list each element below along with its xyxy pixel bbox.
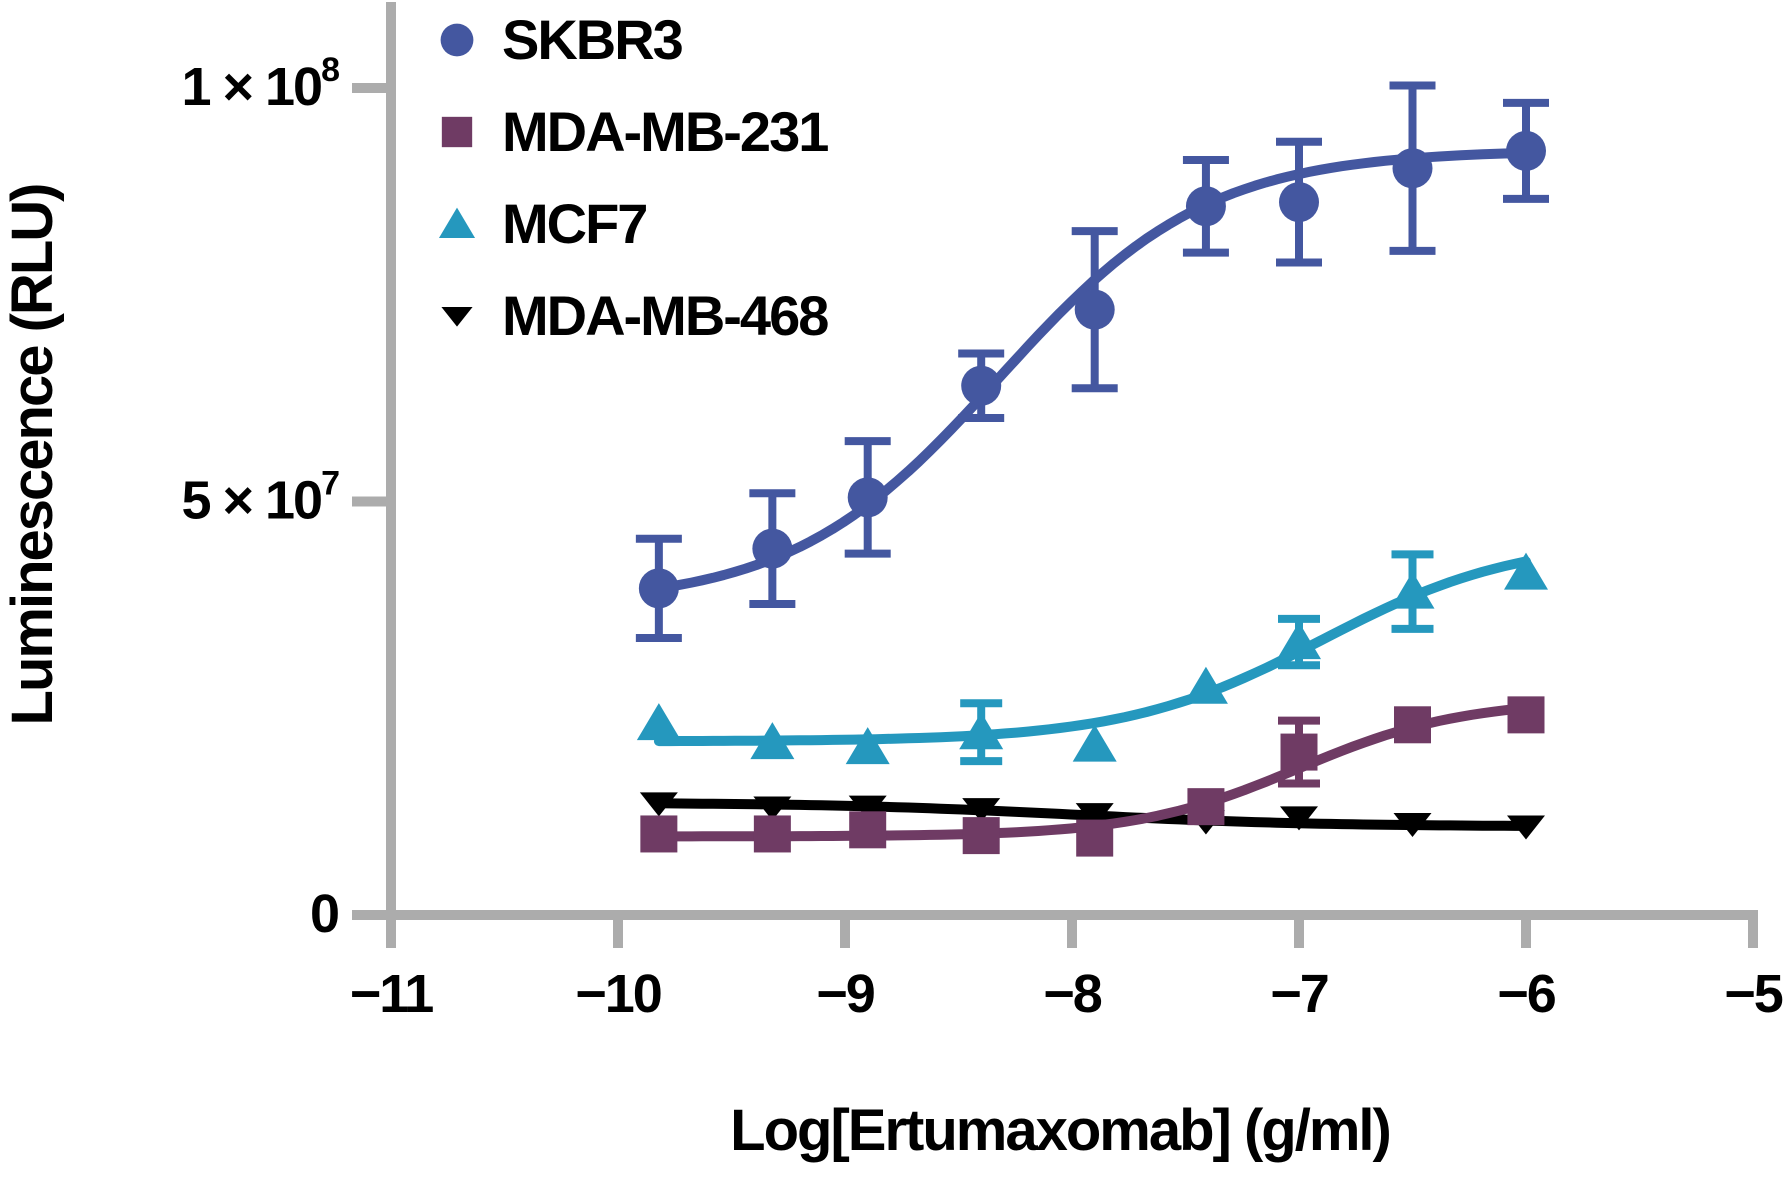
- legend: SKBR3 MDA-MB-231 MCF7 MDA-MB-468: [438, 8, 830, 347]
- data-point-triangle-up: [845, 727, 890, 765]
- data-point-square: [962, 817, 1000, 855]
- data-point-circle: [1185, 186, 1226, 227]
- x-tick-label: −11: [350, 964, 434, 1024]
- data-point-triangle-up: [1183, 666, 1228, 704]
- data-point-triangle-up: [438, 207, 476, 238]
- x-tick-labels: −11 −10 −9 −8 −7 −6 −5: [350, 964, 1785, 1024]
- data-point-square: [1507, 696, 1545, 734]
- data-point-triangle-down: [1393, 813, 1432, 838]
- data-point-circle: [752, 528, 793, 569]
- y-tick-label: 5 × 107: [181, 465, 339, 531]
- series-MCF7: [636, 550, 1548, 766]
- data-point-triangle-up: [1277, 622, 1321, 660]
- legend-label: MDA-MB-468: [502, 284, 828, 347]
- data-point-triangle-down: [848, 795, 887, 820]
- x-tick-label: −9: [816, 964, 875, 1024]
- legend-item-MCF7: MCF7: [438, 192, 648, 255]
- data-point-square: [640, 815, 678, 853]
- data-point-triangle-up: [750, 722, 795, 760]
- legend-item-MDA-MB-231: MDA-MB-231: [441, 100, 830, 163]
- data-point-circle: [638, 568, 679, 609]
- data-point-triangle-up: [636, 703, 681, 741]
- x-tick-label: −6: [1497, 964, 1556, 1024]
- x-tick-label: −10: [575, 964, 661, 1024]
- data-point-triangle-up: [959, 712, 1004, 750]
- data-point-triangle-down: [1075, 803, 1114, 828]
- data-point-triangle-up: [1504, 552, 1548, 590]
- x-tick-label: −7: [1270, 964, 1328, 1024]
- series-SKBR3: [635, 81, 1549, 642]
- data-point-square: [849, 811, 887, 849]
- legend-label: MCF7: [502, 192, 646, 255]
- data-point-square: [1187, 788, 1225, 826]
- legend-item-MDA-MB-468: MDA-MB-468: [441, 284, 830, 347]
- data-point-square: [441, 116, 473, 148]
- data-point-triangle-up: [1072, 724, 1117, 762]
- series-MDA-MB-231: [640, 696, 1545, 857]
- data-point-triangle-down: [639, 792, 678, 817]
- data-point-triangle-down: [1280, 806, 1318, 831]
- y-tick-labels: 0 5 × 107 1 × 108: [181, 51, 341, 944]
- data-point-triangle-up: [1390, 571, 1435, 609]
- legend-item-SKBR3: SKBR3: [440, 8, 685, 71]
- data-point-circle: [961, 365, 1002, 406]
- fit-curve: [653, 147, 1531, 594]
- data-point-square: [1280, 733, 1318, 771]
- y-tick-label: 1 × 108: [181, 51, 339, 117]
- data-point-triangle-down: [1507, 815, 1545, 840]
- axes: [352, 2, 1758, 948]
- data-point-circle: [1506, 130, 1546, 171]
- data-point-circle: [1074, 289, 1115, 330]
- markers: [640, 696, 1545, 857]
- data-point-circle: [440, 23, 474, 57]
- markers: [636, 552, 1548, 765]
- data-point-triangle-down: [441, 306, 473, 327]
- y-axis-title: Luminescence (RLU): [0, 185, 65, 726]
- x-tick-label: −5: [1724, 964, 1783, 1024]
- markers: [638, 130, 1546, 609]
- data-point-square: [1076, 819, 1114, 857]
- data-point-circle: [847, 477, 888, 518]
- data-point-triangle-down: [962, 798, 1001, 823]
- data-point-circle: [1279, 182, 1319, 223]
- data-point-triangle-down: [753, 796, 792, 821]
- legend-label: MDA-MB-231: [502, 100, 828, 163]
- data-point-square: [753, 815, 791, 853]
- x-tick-label: −8: [1043, 964, 1102, 1024]
- x-axis-title: Log[Ertumaxomab] (g/ml): [730, 1098, 1390, 1163]
- legend-label: SKBR3: [502, 8, 683, 71]
- data-point-square: [1394, 706, 1431, 744]
- y-tick-label: 0: [310, 884, 338, 944]
- data-point-circle: [1392, 148, 1433, 189]
- fit-curve: [653, 556, 1531, 747]
